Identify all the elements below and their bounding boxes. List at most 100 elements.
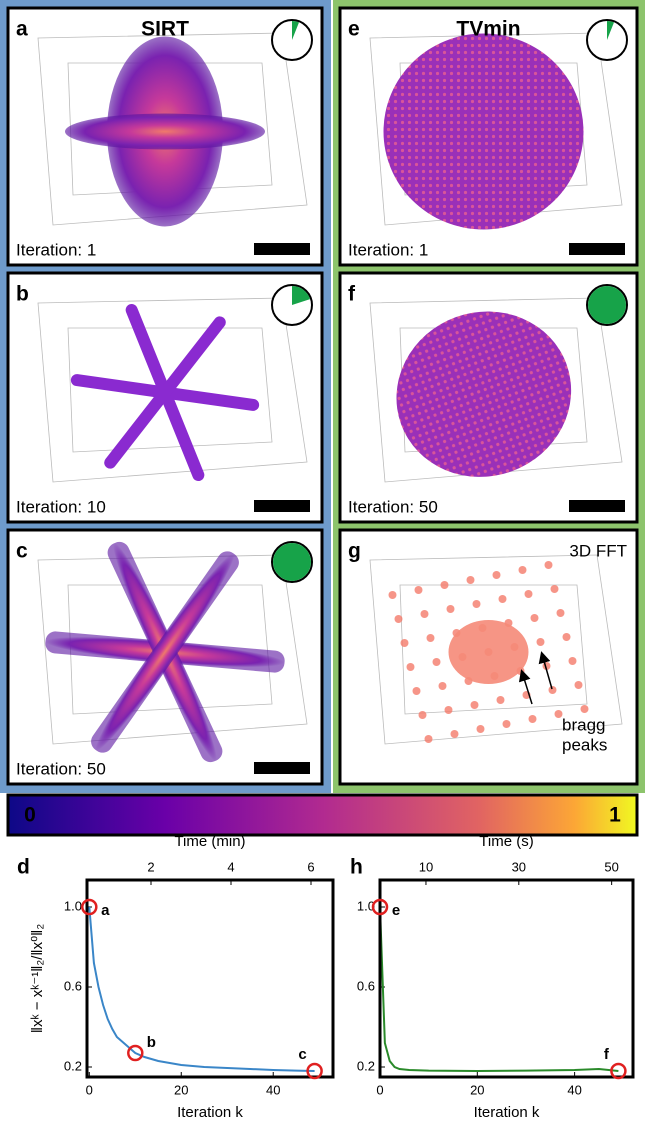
top-axis-label: Time (s) bbox=[479, 833, 533, 850]
scale-bar bbox=[569, 243, 625, 255]
iteration-caption: Iteration: 10 bbox=[16, 497, 106, 516]
fft-peak bbox=[413, 687, 421, 695]
panel-title: 3D FFT bbox=[569, 541, 627, 560]
fft-peak bbox=[569, 657, 577, 665]
fft-peak bbox=[551, 585, 559, 593]
progress-wedge bbox=[588, 286, 626, 324]
line-series bbox=[380, 907, 618, 1071]
plot-frame bbox=[87, 880, 333, 1077]
panel-label: h bbox=[350, 856, 363, 879]
panel-label: e bbox=[348, 18, 360, 41]
y-tick-label: 0.6 bbox=[357, 978, 375, 993]
fft-peak bbox=[471, 701, 479, 709]
marker-label: c bbox=[298, 1046, 306, 1063]
panel-label: b bbox=[16, 283, 29, 306]
fft-peak bbox=[503, 720, 511, 728]
reconstruction bbox=[65, 114, 265, 150]
x-axis-label: Iteration k bbox=[177, 1104, 243, 1121]
figure: aSIRTIteration: 1bIteration: 10cIteratio… bbox=[0, 0, 645, 1124]
fft-peak bbox=[519, 566, 527, 574]
y-tick-label: 0.2 bbox=[64, 1058, 82, 1073]
fft-peak bbox=[439, 682, 447, 690]
fft-peak bbox=[421, 610, 429, 618]
x-tick-label: 40 bbox=[567, 1082, 581, 1097]
fft-peak bbox=[477, 725, 485, 733]
top-tick-label: 50 bbox=[604, 859, 618, 874]
fft-peak bbox=[467, 576, 475, 584]
fft-peak bbox=[419, 711, 427, 719]
fft-peak bbox=[451, 730, 459, 738]
fft-peak bbox=[537, 638, 545, 646]
marker-label: a bbox=[101, 902, 110, 919]
colorbar-tick-label: 0 bbox=[24, 804, 36, 827]
reconstruction bbox=[384, 34, 584, 230]
fft-peak bbox=[575, 681, 583, 689]
top-tick-label: 6 bbox=[307, 859, 314, 874]
iteration-caption: Iteration: 1 bbox=[16, 240, 96, 259]
y-tick-label: 1.0 bbox=[64, 898, 82, 913]
x-tick-label: 20 bbox=[174, 1082, 188, 1097]
top-tick-label: 30 bbox=[512, 859, 526, 874]
x-tick-label: 20 bbox=[470, 1082, 484, 1097]
fft-peak bbox=[407, 663, 415, 671]
iteration-caption: Iteration: 1 bbox=[348, 240, 428, 259]
x-axis-label: Iteration k bbox=[474, 1104, 540, 1121]
iteration-caption: Iteration: 50 bbox=[348, 497, 438, 516]
panel-label: d bbox=[17, 856, 30, 879]
fft-peak bbox=[545, 561, 553, 569]
fft-peak bbox=[427, 634, 435, 642]
fft-peak bbox=[563, 633, 571, 641]
marker-label: e bbox=[392, 902, 400, 919]
fft-center bbox=[449, 620, 529, 684]
fft-peak bbox=[473, 600, 481, 608]
scale-bar bbox=[254, 762, 310, 774]
panel-title: TVmin bbox=[456, 18, 520, 41]
fft-peak bbox=[395, 615, 403, 623]
y-tick-label: 0.6 bbox=[64, 978, 82, 993]
colorbar bbox=[8, 795, 637, 835]
iteration-caption: Iteration: 50 bbox=[16, 759, 106, 778]
scale-bar bbox=[254, 500, 310, 512]
fft-peak bbox=[415, 586, 423, 594]
fft-peak bbox=[401, 639, 409, 647]
panel-label: f bbox=[348, 283, 356, 306]
panel-label: g bbox=[348, 540, 361, 563]
fft-peak bbox=[441, 581, 449, 589]
fft-peak bbox=[447, 605, 455, 613]
fft-peak bbox=[425, 735, 433, 743]
progress-wedge bbox=[273, 543, 311, 581]
scale-bar bbox=[254, 243, 310, 255]
x-tick-label: 0 bbox=[376, 1082, 383, 1097]
x-tick-label: 40 bbox=[266, 1082, 280, 1097]
top-tick-label: 10 bbox=[419, 859, 433, 874]
y-tick-label: 0.2 bbox=[357, 1058, 375, 1073]
panel-label: c bbox=[16, 540, 28, 563]
colorbar-tick-label: 1 bbox=[609, 804, 621, 827]
fft-peak bbox=[529, 715, 537, 723]
marker-label: f bbox=[604, 1046, 610, 1063]
fft-peak bbox=[581, 705, 589, 713]
top-tick-label: 2 bbox=[147, 859, 154, 874]
fft-peak bbox=[445, 706, 453, 714]
y-axis-label: ‖xᵏ − xᵏ⁻¹‖₂/‖x⁰‖₂ bbox=[29, 924, 46, 1033]
top-axis-label: Time (min) bbox=[174, 833, 245, 850]
annotation: peaks bbox=[562, 735, 607, 754]
fft-peak bbox=[497, 696, 505, 704]
fft-peak bbox=[549, 686, 557, 694]
scale-bar bbox=[569, 500, 625, 512]
panel-title: SIRT bbox=[141, 18, 189, 41]
fft-peak bbox=[389, 591, 397, 599]
top-tick-label: 4 bbox=[227, 859, 234, 874]
fft-peak bbox=[433, 658, 441, 666]
x-tick-label: 0 bbox=[86, 1082, 93, 1097]
annotation: bragg bbox=[562, 715, 605, 734]
marker-label: b bbox=[147, 1034, 156, 1051]
fft-peak bbox=[557, 609, 565, 617]
fft-peak bbox=[525, 590, 533, 598]
fft-peak bbox=[499, 595, 507, 603]
panel-label: a bbox=[16, 18, 28, 41]
fft-peak bbox=[531, 614, 539, 622]
line-series bbox=[89, 907, 314, 1071]
plot-frame bbox=[380, 880, 633, 1077]
fft-peak bbox=[493, 571, 501, 579]
